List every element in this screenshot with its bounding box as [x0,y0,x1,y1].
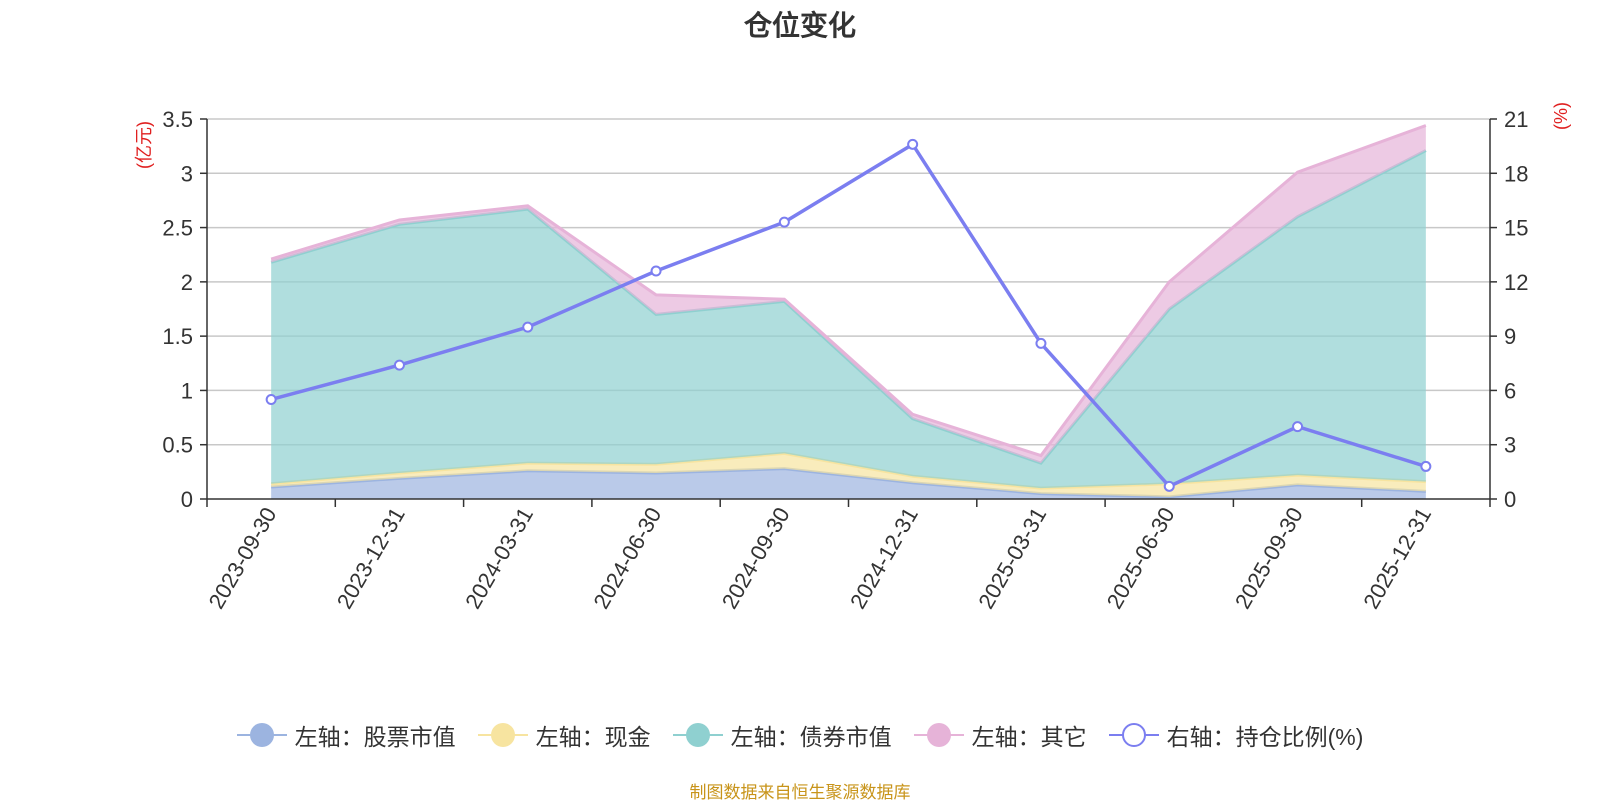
line-series [265,138,1432,492]
x-tick-label: 2025-09-30 [1230,503,1308,613]
x-tick-label: 2023-09-30 [204,503,282,613]
x-tick-label: 2024-06-30 [588,503,666,613]
legend-item[interactable]: 左轴：债券市值 [672,718,892,752]
line-point [778,216,790,228]
chart-title: 仓位变化 [743,10,856,41]
legend-item[interactable]: 左轴：其它 [913,718,1087,752]
y-right-tick-label: 3 [1504,433,1516,458]
y-left-tick-label: 0 [181,487,193,512]
line-point [907,138,919,150]
line-point [1420,460,1432,472]
x-tick-label: 2025-12-31 [1358,503,1436,613]
y-left-tick-label: 2 [181,270,193,295]
x-tick-label: 2025-03-31 [973,503,1051,613]
data-source-note: 制图数据来自恒生聚源数据库 [689,783,911,802]
line-point [522,321,534,333]
line-point [1035,337,1047,349]
legend-item[interactable]: 左轴：现金 [477,718,651,752]
line-point [265,393,277,405]
legend-item[interactable]: 左轴：股票市值 [236,718,456,752]
area-edge-左轴：其它 [270,124,1427,458]
line-point [1163,480,1175,492]
x-tick-label: 2023-12-31 [332,503,410,613]
y-right-tick-label: 21 [1504,107,1528,132]
legend-marker-icon [913,723,964,747]
y-left-tick-label: 1.5 [162,324,193,349]
line-point [1292,421,1304,433]
y-right-tick-label: 6 [1504,378,1516,403]
line-point [393,359,405,371]
x-tick-label: 2024-09-30 [717,503,795,613]
legend-marker-icon [1108,723,1159,747]
area-series [270,124,1427,499]
y-right-tick-label: 18 [1504,161,1528,186]
legend-marker-icon [672,723,723,747]
y-right-tick-label: 0 [1504,487,1516,512]
legend-item[interactable]: 右轴：持仓比例(%) [1108,718,1364,752]
x-tick-label: 2024-03-31 [460,503,538,613]
y-left-tick-label: 3 [181,161,193,186]
legend-label: 左轴：现金 [535,724,651,750]
y-left-unit-label: (亿元) [134,121,154,169]
legend-marker-icon [477,723,528,747]
x-tick-label: 2024-12-31 [845,503,923,613]
y-right-tick-label: 9 [1504,324,1516,349]
line-point [650,265,662,277]
legend-label: 左轴：债券市值 [730,724,892,750]
legend-label: 左轴：其它 [971,724,1087,750]
legend-label: 右轴：持仓比例(%) [1166,724,1364,750]
legend-label: 左轴：股票市值 [294,724,456,750]
axes [200,118,1497,507]
y-left-tick-label: 2.5 [162,216,193,241]
legend-marker-icon [236,723,287,747]
y-right-unit-label: (%) [1551,102,1571,130]
y-left-tick-label: 1 [181,378,193,403]
x-tick-label: 2025-06-30 [1102,503,1180,613]
line-右轴：持仓比例(%) [270,141,1427,489]
legend: 左轴：股票市值 左轴：现金 左轴：债券市值 左轴：其它 右轴：持仓比例(%) [0,718,1600,752]
area-左轴：股票市值 [271,468,1426,499]
y-left-tick-label: 0.5 [162,433,193,458]
y-left-tick-label: 3.5 [162,107,193,132]
y-right-tick-label: 12 [1504,270,1528,295]
area-左轴：债券市值 [271,150,1426,489]
y-right-tick-label: 15 [1504,216,1528,241]
